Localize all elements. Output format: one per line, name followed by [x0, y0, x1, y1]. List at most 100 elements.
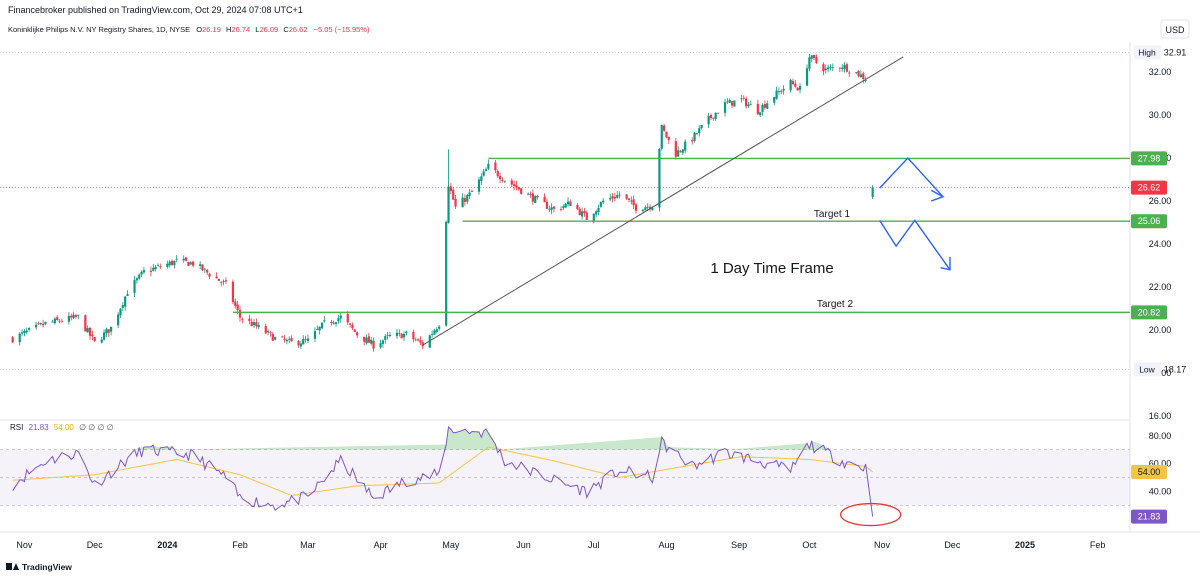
candle-body [206, 269, 209, 273]
candle-body [552, 206, 556, 209]
candle-body [299, 343, 303, 347]
rsi-legend: RSI 21.83 54.00 ∅ ∅ ∅ ∅ [10, 423, 114, 432]
candle-body [72, 314, 75, 318]
candle-body [780, 90, 783, 92]
candle-body [173, 260, 176, 266]
candle-body [580, 211, 584, 217]
candle-body [681, 149, 684, 153]
currency-button[interactable]: USD [1160, 19, 1190, 39]
candle-body [126, 294, 129, 296]
candle-body [398, 332, 401, 334]
candle-body [11, 337, 14, 343]
candle-body [110, 326, 113, 332]
timeframe-annotation: 1 Day Time Frame [710, 260, 833, 277]
candle-body [252, 322, 256, 326]
candle-body [864, 80, 867, 81]
candle-body [712, 117, 715, 119]
candle-body [665, 131, 668, 138]
candle-body [679, 151, 682, 153]
candle-body [740, 98, 743, 100]
candle-body [454, 198, 457, 207]
candle-body [318, 326, 321, 331]
candle-body [684, 141, 687, 151]
candle-body [416, 339, 420, 341]
high-word-bg [1134, 45, 1161, 60]
candle-body [37, 323, 40, 325]
candle-body [747, 104, 750, 106]
candle-body [421, 342, 424, 347]
candle-body [124, 296, 127, 307]
candle-body [337, 318, 340, 322]
candle-body [466, 195, 469, 202]
candle-body [39, 323, 42, 325]
candle-body [644, 207, 647, 211]
candle-body [618, 194, 621, 196]
candle-body [379, 343, 382, 348]
candle-body [660, 124, 663, 149]
candle-body [384, 336, 387, 340]
candle-body [184, 257, 188, 261]
ohlc-l-label: L [255, 25, 259, 34]
candle-body [632, 199, 635, 206]
candle-body [848, 72, 851, 74]
candle-body [323, 320, 326, 322]
candle-body [773, 97, 776, 103]
candle-body [288, 338, 291, 340]
axes: 16.0018.0020.0022.0024.0026.0028.0030.00… [16, 67, 1171, 550]
candle-body [503, 180, 506, 182]
candle-body [107, 329, 110, 333]
candle-body [827, 67, 830, 70]
candle-body [156, 265, 160, 267]
rsi-legend-extra: ∅ ∅ ∅ ∅ [79, 423, 114, 432]
symbol-line: Koninklijke Philips N.V. NY Registry Sha… [8, 25, 370, 34]
candle-body [674, 141, 677, 157]
candle-body [677, 150, 680, 157]
candle-body [723, 102, 727, 113]
candle-body [349, 323, 352, 325]
time-tick-label: Dec [87, 540, 104, 550]
candle-body [306, 338, 310, 341]
level-tag-bg [1131, 214, 1167, 229]
candle-body [217, 278, 220, 281]
candle-body [449, 186, 452, 191]
candle-body [463, 198, 467, 202]
ohlc-h-value: 26.74 [231, 25, 250, 34]
candle-body [346, 314, 349, 323]
candle-body [320, 322, 324, 329]
rsi-tick-label: 60.00 [1149, 459, 1172, 469]
candle-body [74, 315, 78, 317]
candle-body [67, 315, 71, 322]
candle-body [248, 318, 251, 321]
candle-body [435, 329, 438, 332]
candle-body [859, 74, 863, 78]
candle-body [578, 208, 581, 216]
candle-body [562, 206, 565, 208]
target2-label: Target 2 [817, 299, 854, 310]
candle-body [714, 112, 717, 120]
candle-body [798, 86, 802, 90]
candle-body [238, 310, 242, 318]
candle-body [105, 329, 108, 334]
candle-body [808, 57, 811, 69]
candle-body [566, 201, 570, 205]
candle-body [592, 213, 595, 222]
candle-body [88, 327, 92, 336]
time-tick-label: Oct [802, 540, 817, 550]
candle-body [53, 318, 56, 324]
candle-body [559, 209, 563, 211]
price-tick-label: 30.00 [1149, 110, 1172, 120]
candle-body [829, 66, 832, 68]
rsi-line [12, 425, 874, 517]
candle-body [749, 104, 752, 106]
candle-body [627, 198, 631, 200]
candle-body [353, 329, 356, 332]
rsi-tick-label: 80.00 [1149, 431, 1172, 441]
candle-body [777, 91, 781, 93]
candle-body [613, 196, 616, 199]
ohlc-l-value: 26.09 [259, 25, 278, 34]
candle-body [334, 322, 338, 325]
candle-body [159, 266, 162, 268]
candle-body [175, 258, 178, 260]
high-word: High [1138, 47, 1156, 57]
